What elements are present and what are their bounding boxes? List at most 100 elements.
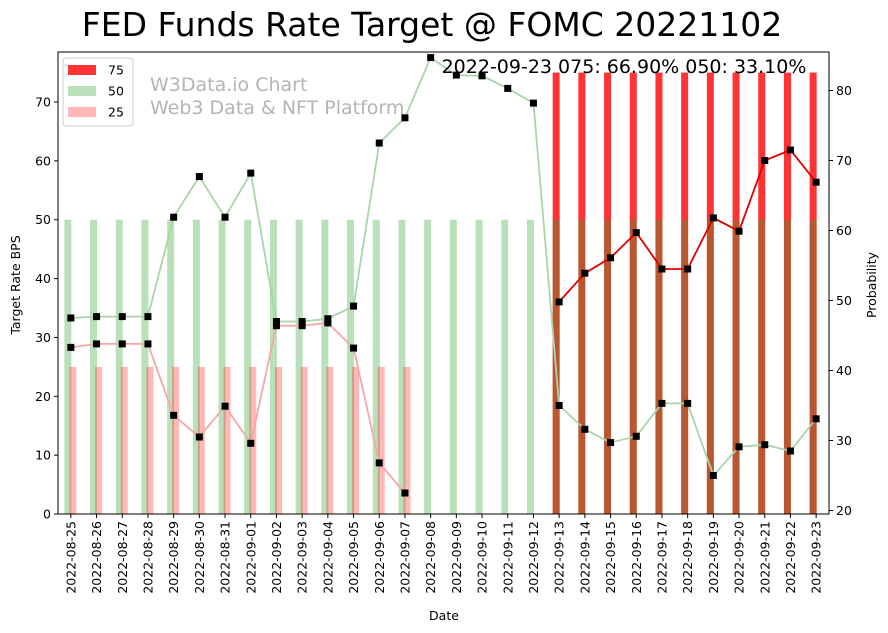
- probability-point-25: [350, 344, 358, 352]
- x-tick-label: 2022-09-01: [243, 521, 258, 594]
- probability-point-25: [247, 439, 255, 447]
- x-tick-label: 2022-09-17: [654, 521, 669, 594]
- bar-75: [706, 72, 714, 514]
- probability-point-50: [478, 72, 486, 80]
- probability-point-50: [375, 139, 383, 147]
- probability-point-50: [350, 302, 358, 310]
- bar-50: [372, 219, 380, 514]
- bar-50: [167, 219, 175, 514]
- x-tick-label: 2022-09-21: [757, 521, 772, 594]
- x-tick-label: 2022-08-27: [115, 521, 130, 594]
- legend-label-50: 50: [108, 84, 124, 99]
- x-tick-label: 2022-09-02: [269, 521, 284, 594]
- x-tick-label: 2022-09-03: [295, 521, 310, 594]
- y-left-tick-label: 20: [35, 389, 51, 404]
- bar-75: [809, 72, 817, 514]
- bar-50: [629, 219, 637, 514]
- bar-50: [578, 219, 586, 514]
- y-left-tick-label: 30: [35, 330, 51, 345]
- bar-50: [758, 219, 766, 514]
- bar-75: [604, 72, 612, 514]
- x-tick-label: 2022-09-18: [680, 521, 695, 594]
- probability-point-50: [555, 402, 563, 409]
- bar-75: [783, 72, 791, 514]
- probability-point-75: [786, 146, 794, 154]
- probability-point-25: [67, 343, 75, 351]
- probability-point-25: [144, 340, 152, 348]
- y-left-tick-label: 10: [35, 448, 51, 463]
- x-tick-label: 2022-09-11: [500, 521, 515, 594]
- probability-point-50: [452, 71, 460, 79]
- x-tick-label: 2022-09-12: [526, 521, 541, 594]
- bar-50: [501, 219, 509, 514]
- y-left-tick-label: 0: [43, 507, 51, 522]
- legend-swatch-25: [68, 107, 96, 117]
- probability-point-50: [735, 443, 743, 451]
- bar-50: [809, 219, 817, 514]
- bar-50: [269, 219, 277, 514]
- probability-line-50: [70, 56, 817, 478]
- probability-point-75: [607, 254, 615, 262]
- legend-label-75: 75: [108, 63, 124, 78]
- bar-50: [192, 219, 200, 514]
- probability-point-25: [298, 322, 306, 330]
- bar-50: [706, 219, 714, 514]
- bar-25: [352, 366, 360, 514]
- y-left-tick-label: 70: [35, 95, 51, 110]
- bar-50: [526, 219, 534, 514]
- x-axis-label: Date: [429, 608, 459, 623]
- bar-25: [326, 366, 334, 514]
- bar-75: [681, 72, 689, 514]
- y-right-tick-label: 60: [836, 223, 852, 238]
- bar-75: [758, 72, 766, 514]
- x-tick-label: 2022-09-10: [475, 521, 490, 594]
- x-tick-label: 2022-09-15: [603, 521, 618, 594]
- bar-25: [403, 366, 411, 514]
- probability-point-25: [401, 489, 409, 497]
- x-tick-label: 2022-09-20: [732, 521, 747, 594]
- x-tick-label: 2022-09-05: [346, 521, 361, 594]
- x-tick-label: 2022-09-14: [577, 521, 592, 594]
- probability-point-75: [684, 265, 692, 273]
- marker-layer: [67, 54, 820, 497]
- bar-50: [783, 219, 791, 514]
- probability-line-25: [70, 321, 406, 494]
- probability-point-75: [581, 269, 589, 277]
- probability-point-50: [427, 54, 435, 62]
- x-tick-label: 2022-09-19: [706, 521, 721, 594]
- chart-title: FED Funds Rate Target @ FOMC 20221102: [82, 5, 783, 44]
- x-tick-label: 2022-08-30: [192, 521, 207, 594]
- bar-25: [120, 366, 128, 514]
- legend-label-25: 25: [108, 105, 124, 120]
- probability-point-50: [170, 213, 178, 221]
- y-left-tick-label: 50: [35, 212, 51, 227]
- probability-point-25: [170, 411, 178, 419]
- bar-75: [732, 72, 740, 514]
- x-tick-label: 2022-09-06: [372, 521, 387, 594]
- bar-25: [69, 366, 77, 514]
- probability-point-25: [324, 319, 332, 327]
- bar-50: [449, 219, 457, 514]
- bar-50: [64, 219, 72, 514]
- y-left-tick-label: 60: [35, 153, 51, 168]
- x-tick-label: 2022-09-04: [320, 521, 335, 594]
- probability-point-75: [735, 227, 743, 235]
- legend: 75 50 25: [62, 57, 134, 127]
- bar-50: [604, 219, 612, 514]
- x-tick-label: 2022-08-25: [63, 521, 78, 594]
- y-left-tick-label: 40: [35, 271, 51, 286]
- probability-point-25: [118, 340, 126, 348]
- probability-point-75: [761, 157, 769, 164]
- y-axis-left-label: Target Rate BPS: [8, 235, 23, 335]
- probability-point-50: [684, 399, 692, 407]
- probability-point-75: [812, 178, 820, 186]
- probability-point-25: [221, 402, 229, 410]
- bar-50: [732, 219, 740, 514]
- probability-point-50: [118, 313, 126, 321]
- probability-point-50: [272, 318, 280, 325]
- probability-point-50: [324, 315, 332, 323]
- watermark-line-2: Web3 Data & NFT Platform: [150, 97, 404, 119]
- probability-point-50: [144, 313, 152, 321]
- legend-swatch-50: [68, 86, 96, 96]
- probability-point-50: [529, 99, 537, 107]
